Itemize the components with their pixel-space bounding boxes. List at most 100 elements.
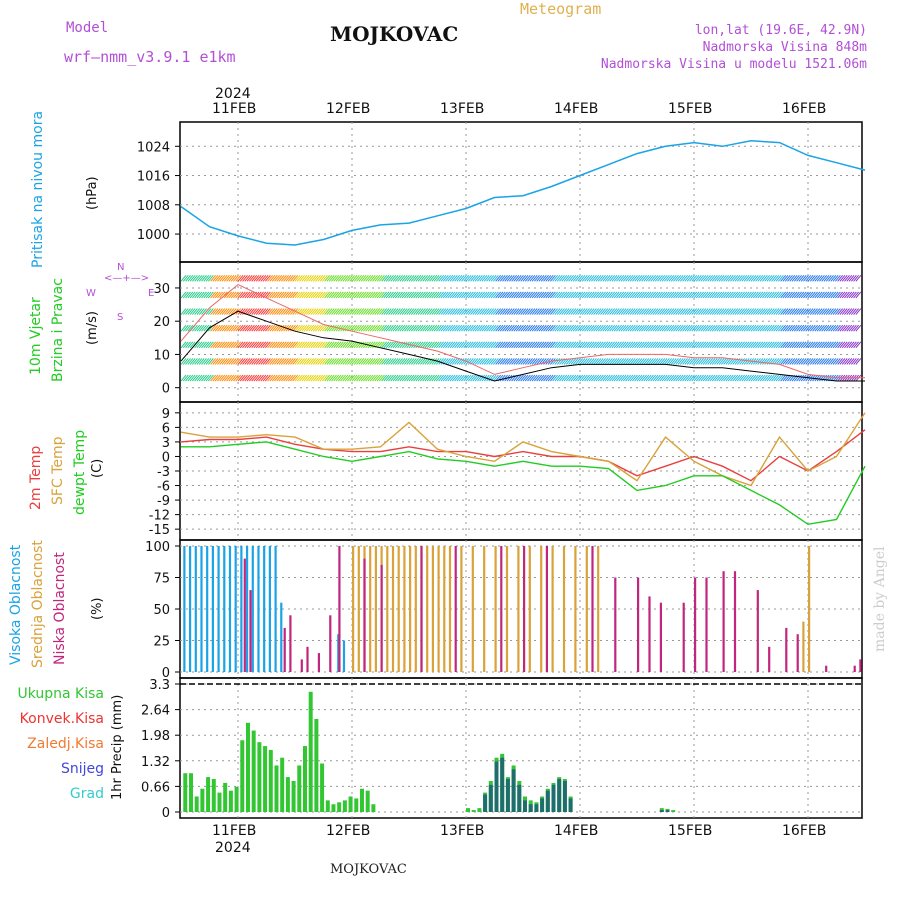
wind-barb <box>766 341 773 349</box>
wind-barb <box>602 274 609 282</box>
precip-legend-frz: Zaledj.Kisa <box>27 736 104 752</box>
wind-barb <box>757 358 764 365</box>
wind-barb <box>196 291 203 299</box>
wind-barb <box>378 324 385 332</box>
wind-barb <box>221 324 228 332</box>
wind-barb <box>759 374 766 382</box>
wind-barb <box>274 308 280 315</box>
top-date-label: 12FEB <box>326 101 371 117</box>
precip-bar-total <box>183 773 188 812</box>
wind-barb <box>597 308 604 315</box>
wind-barb <box>709 358 716 365</box>
wind-barb <box>410 274 417 282</box>
wind-barb <box>707 341 714 349</box>
wind-barb <box>556 341 563 349</box>
wind-barb <box>741 358 748 365</box>
wind-barb <box>791 308 798 315</box>
wind-barb <box>809 324 816 332</box>
wind-barb <box>210 324 217 332</box>
wind-barb <box>424 324 431 332</box>
wind-barb <box>406 324 413 332</box>
wind-barb <box>752 374 759 382</box>
wind-barb <box>351 308 358 315</box>
wind-barb <box>825 341 832 349</box>
wind-barb <box>479 358 486 365</box>
wind-barb <box>707 358 714 365</box>
wind-barb <box>401 274 408 282</box>
wind-barb <box>848 291 855 299</box>
wind-barb <box>413 308 419 315</box>
wind-barb <box>750 308 757 315</box>
wind-barb <box>226 374 232 382</box>
wind-barb <box>217 358 223 365</box>
wind-barb <box>579 358 586 365</box>
wind-barb <box>572 291 579 299</box>
wind-barb <box>789 308 796 315</box>
wind-barb <box>700 374 707 382</box>
wind-barb <box>723 358 730 365</box>
precip-bar-total <box>671 810 676 812</box>
wind-barb <box>230 274 237 282</box>
wind-barb <box>433 374 440 382</box>
y-tick-label: -15 <box>149 523 170 538</box>
wind-barb <box>463 324 470 332</box>
wind-barb <box>734 308 741 315</box>
wind-barb <box>654 324 661 332</box>
wind-barb <box>591 274 597 282</box>
wind-barb <box>793 274 800 282</box>
wind-barb <box>725 374 732 382</box>
panel-frame <box>179 121 863 263</box>
wind-barb <box>527 358 533 365</box>
wind-barb <box>376 358 383 365</box>
wind-barb <box>189 374 196 382</box>
wind-barb <box>652 291 659 299</box>
wind-barb <box>287 291 294 299</box>
wind-barb <box>463 291 470 299</box>
wind-barb <box>702 358 709 365</box>
wind-barb <box>766 274 773 282</box>
wind-barb <box>513 358 520 365</box>
wind-barb <box>490 308 497 315</box>
wind-barb <box>429 358 435 365</box>
wind-barb <box>356 274 362 282</box>
wind-barb <box>417 274 424 282</box>
wind-barb <box>757 324 764 332</box>
wind-barb <box>502 358 508 365</box>
wind-barb <box>752 308 759 315</box>
y-tick-label: 0 <box>162 382 170 397</box>
wind-barb <box>306 324 312 332</box>
wind-barb <box>668 291 675 299</box>
wind-barb <box>217 274 223 282</box>
wind-barb <box>659 324 666 332</box>
wind-barb <box>789 274 796 282</box>
wind-barb <box>730 324 736 332</box>
wind-barb <box>736 341 743 349</box>
wind-barb <box>477 341 483 349</box>
wind-barb <box>534 374 540 382</box>
wind-barb <box>447 374 454 382</box>
wind-barb <box>424 291 431 299</box>
wind-barb <box>520 324 527 332</box>
wind-barb <box>554 274 561 282</box>
wind-barb <box>328 274 335 282</box>
wind-barb <box>365 291 372 299</box>
wind-barb <box>641 291 647 299</box>
precip-bar-snow <box>562 780 567 812</box>
wind-barb <box>337 358 344 365</box>
wind-barb <box>401 324 408 332</box>
wind-barb <box>470 341 476 349</box>
wind-barb <box>185 324 191 332</box>
wind-barb <box>825 274 832 282</box>
wind-barb <box>237 374 244 382</box>
wind-barb <box>643 291 650 299</box>
wind-barb <box>782 358 789 365</box>
wind-barb <box>269 291 276 299</box>
wind-barb <box>372 374 378 382</box>
y-tick-label: 3.3 <box>149 678 170 693</box>
wind-barb <box>805 341 812 349</box>
wind-barb <box>351 291 358 299</box>
wind-barb <box>420 374 426 382</box>
wind-barb <box>755 308 761 315</box>
cloud-bar <box>352 546 355 672</box>
wind-barb <box>205 358 212 365</box>
